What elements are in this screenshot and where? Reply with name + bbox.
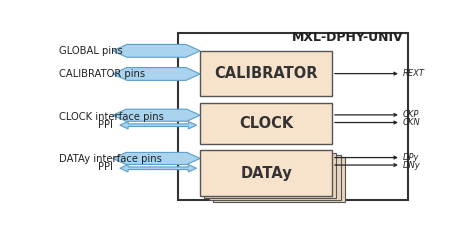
Text: DNy: DNy	[402, 161, 420, 170]
Text: MXL-DPHY-UNIV: MXL-DPHY-UNIV	[291, 31, 403, 44]
Polygon shape	[120, 164, 196, 172]
Bar	[204, 153, 336, 198]
Polygon shape	[120, 122, 196, 129]
Text: CLOCK interface pins: CLOCK interface pins	[59, 112, 164, 122]
Text: PPI: PPI	[98, 120, 113, 130]
Text: CKP: CKP	[402, 110, 418, 119]
Bar	[200, 150, 331, 196]
Polygon shape	[112, 109, 200, 121]
Bar	[177, 33, 407, 200]
Text: PPI: PPI	[98, 162, 113, 172]
Text: DATAy interface pins: DATAy interface pins	[59, 154, 162, 164]
Text: CALIBRATOR pins: CALIBRATOR pins	[59, 69, 145, 79]
Text: CKN: CKN	[402, 118, 420, 127]
Text: DATAy: DATAy	[240, 166, 291, 181]
Text: CALIBRATOR: CALIBRATOR	[214, 66, 317, 81]
Polygon shape	[112, 152, 200, 164]
Bar	[200, 103, 331, 144]
Text: DPy: DPy	[402, 153, 418, 162]
Bar	[208, 155, 340, 200]
Polygon shape	[112, 44, 200, 57]
Text: CLOCK: CLOCK	[238, 116, 292, 131]
Polygon shape	[112, 67, 200, 80]
Bar	[200, 51, 331, 96]
Text: REXT: REXT	[402, 69, 424, 78]
Bar	[213, 157, 344, 202]
Text: GLOBAL pins: GLOBAL pins	[59, 46, 123, 56]
